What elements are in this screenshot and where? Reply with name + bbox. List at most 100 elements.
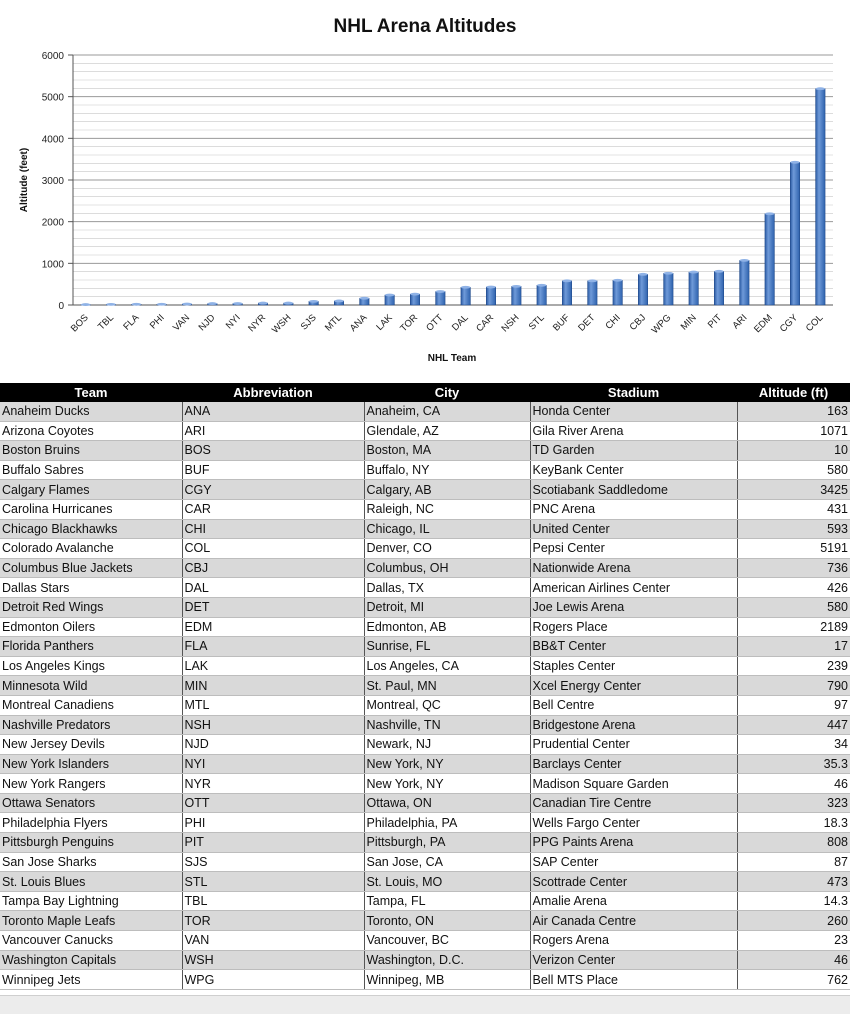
table-cell: 260 [737, 911, 850, 931]
table-cell: 593 [737, 519, 850, 539]
table-cell: Prudential Center [530, 735, 737, 755]
table-cell: Pepsi Center [530, 539, 737, 559]
x-tick-label: NSH [499, 312, 521, 334]
bar-cap [461, 286, 471, 289]
table-cell: Montreal Canadiens [0, 695, 182, 715]
table-cell: Arizona Coyotes [0, 421, 182, 441]
table-cell: Philadelphia Flyers [0, 813, 182, 833]
bar-cap [233, 302, 243, 305]
table-cell: 762 [737, 970, 850, 990]
table-cell: 46 [737, 950, 850, 970]
table-cell: FLA [182, 637, 364, 657]
bar-cap [436, 290, 446, 293]
table-cell: NYR [182, 774, 364, 794]
table-cell: Newark, NJ [364, 735, 530, 755]
table-cell: New York Rangers [0, 774, 182, 794]
bar-cap [486, 286, 496, 289]
table-cell: 580 [737, 597, 850, 617]
bar [537, 285, 547, 305]
table-cell: St. Louis, MO [364, 872, 530, 892]
table-cell: 3425 [737, 480, 850, 500]
y-axis-label: Altitude (feet) [19, 148, 30, 212]
table-cell: Pittsburgh Penguins [0, 833, 182, 853]
table-cell: 431 [737, 499, 850, 519]
bar [714, 271, 724, 305]
table-cell: WSH [182, 950, 364, 970]
table-cell: BOS [182, 441, 364, 461]
table-cell: Buffalo Sabres [0, 460, 182, 480]
bar-cap [613, 279, 623, 282]
table-cell: NJD [182, 735, 364, 755]
table-cell: St. Louis Blues [0, 872, 182, 892]
x-tick-label: CBJ [628, 312, 649, 333]
table-cell: Winnipeg Jets [0, 970, 182, 990]
table-cell: Florida Panthers [0, 637, 182, 657]
x-tick-label: NJD [197, 312, 218, 333]
table-cell: WPG [182, 970, 364, 990]
table-cell: Xcel Energy Center [530, 676, 737, 696]
table-cell: Joe Lewis Arena [530, 597, 737, 617]
table-cell: PPG Paints Arena [530, 833, 737, 853]
table-cell: Philadelphia, PA [364, 813, 530, 833]
x-tick-label: PHI [148, 312, 167, 331]
column-header: Team [0, 383, 182, 402]
x-tick-label: BOS [69, 312, 91, 334]
table-cell: Nashville, TN [364, 715, 530, 735]
table-cell: Detroit Red Wings [0, 597, 182, 617]
table-cell: Glendale, AZ [364, 421, 530, 441]
table-cell: TBL [182, 891, 364, 911]
table-cell: Barclays Center [530, 754, 737, 774]
x-axis-label: NHL Team [428, 353, 477, 364]
x-tick-label: PIT [706, 312, 724, 330]
y-tick-label: 3000 [42, 176, 65, 187]
y-tick-label: 0 [58, 301, 64, 312]
table-cell: Minnesota Wild [0, 676, 182, 696]
table-cell: MTL [182, 695, 364, 715]
table-cell: Scotiabank Saddledome [530, 480, 737, 500]
x-tick-label: ARI [730, 312, 749, 331]
table-cell: Gila River Arena [530, 421, 737, 441]
y-tick-label: 5000 [42, 93, 65, 104]
table-cell: VAN [182, 931, 364, 951]
bar-cap [284, 302, 294, 305]
bar-cap [689, 271, 699, 274]
table-cell: Pittsburgh, PA [364, 833, 530, 853]
bar-cap [740, 259, 750, 262]
table-cell: PHI [182, 813, 364, 833]
table-cell: Vancouver, BC [364, 931, 530, 951]
bar-chart: NHL Arena Altitudes010002000300040005000… [0, 0, 850, 380]
x-tick-label: CAR [474, 312, 496, 334]
table-cell: 35.3 [737, 754, 850, 774]
bar-cap [410, 293, 420, 296]
table-cell: 2189 [737, 617, 850, 637]
bar-cap [562, 279, 572, 282]
table-cell: Tampa Bay Lightning [0, 891, 182, 911]
table-cell: LAK [182, 656, 364, 676]
bar [562, 281, 572, 305]
table-cell: SJS [182, 852, 364, 872]
table-cell: Ottawa Senators [0, 793, 182, 813]
table-cell: 1071 [737, 421, 850, 441]
table-cell: United Center [530, 519, 737, 539]
column-header: City [364, 383, 530, 402]
bar-cap [765, 212, 775, 215]
table-cell: 18.3 [737, 813, 850, 833]
bar-cap [588, 279, 598, 282]
chart-title: NHL Arena Altitudes [334, 16, 517, 37]
table-cell: San Jose, CA [364, 852, 530, 872]
table-cell: 473 [737, 872, 850, 892]
table-cell: Denver, CO [364, 539, 530, 559]
table-cell: Edmonton, AB [364, 617, 530, 637]
table-cell: Anaheim, CA [364, 402, 530, 421]
x-tick-label: NYI [224, 312, 243, 331]
table-cell: 447 [737, 715, 850, 735]
